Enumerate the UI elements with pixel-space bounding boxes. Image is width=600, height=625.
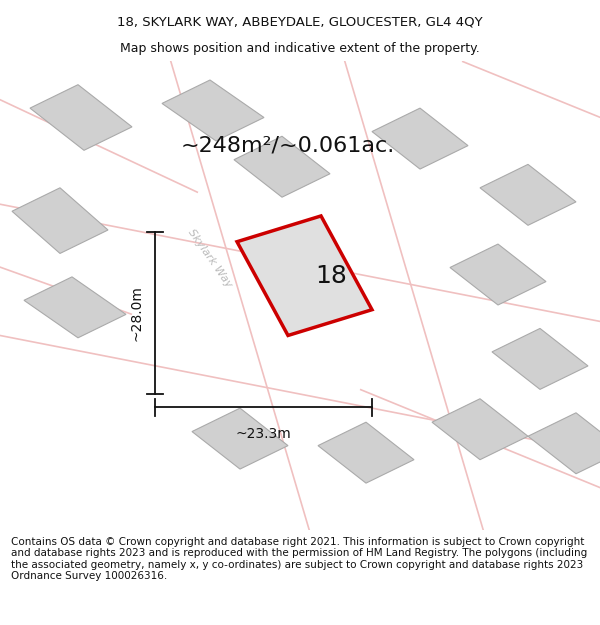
- Polygon shape: [24, 277, 126, 338]
- Text: ~248m²/~0.061ac.: ~248m²/~0.061ac.: [181, 136, 395, 156]
- Polygon shape: [237, 216, 372, 336]
- Text: 18, SKYLARK WAY, ABBEYDALE, GLOUCESTER, GL4 4QY: 18, SKYLARK WAY, ABBEYDALE, GLOUCESTER, …: [117, 15, 483, 28]
- Polygon shape: [192, 408, 288, 469]
- Polygon shape: [432, 399, 528, 460]
- Text: ~28.0m: ~28.0m: [130, 285, 144, 341]
- Polygon shape: [162, 80, 264, 141]
- Polygon shape: [450, 244, 546, 305]
- Text: 18: 18: [316, 264, 347, 288]
- Text: Contains OS data © Crown copyright and database right 2021. This information is : Contains OS data © Crown copyright and d…: [11, 537, 587, 581]
- Polygon shape: [492, 329, 588, 389]
- Polygon shape: [30, 84, 132, 150]
- Polygon shape: [372, 108, 468, 169]
- Polygon shape: [234, 136, 330, 198]
- Text: ~23.3m: ~23.3m: [236, 427, 291, 441]
- Text: Map shows position and indicative extent of the property.: Map shows position and indicative extent…: [120, 42, 480, 54]
- Polygon shape: [528, 412, 600, 474]
- Polygon shape: [318, 422, 414, 483]
- Polygon shape: [12, 188, 108, 254]
- Polygon shape: [480, 164, 576, 225]
- Text: Skylark Way: Skylark Way: [186, 227, 234, 289]
